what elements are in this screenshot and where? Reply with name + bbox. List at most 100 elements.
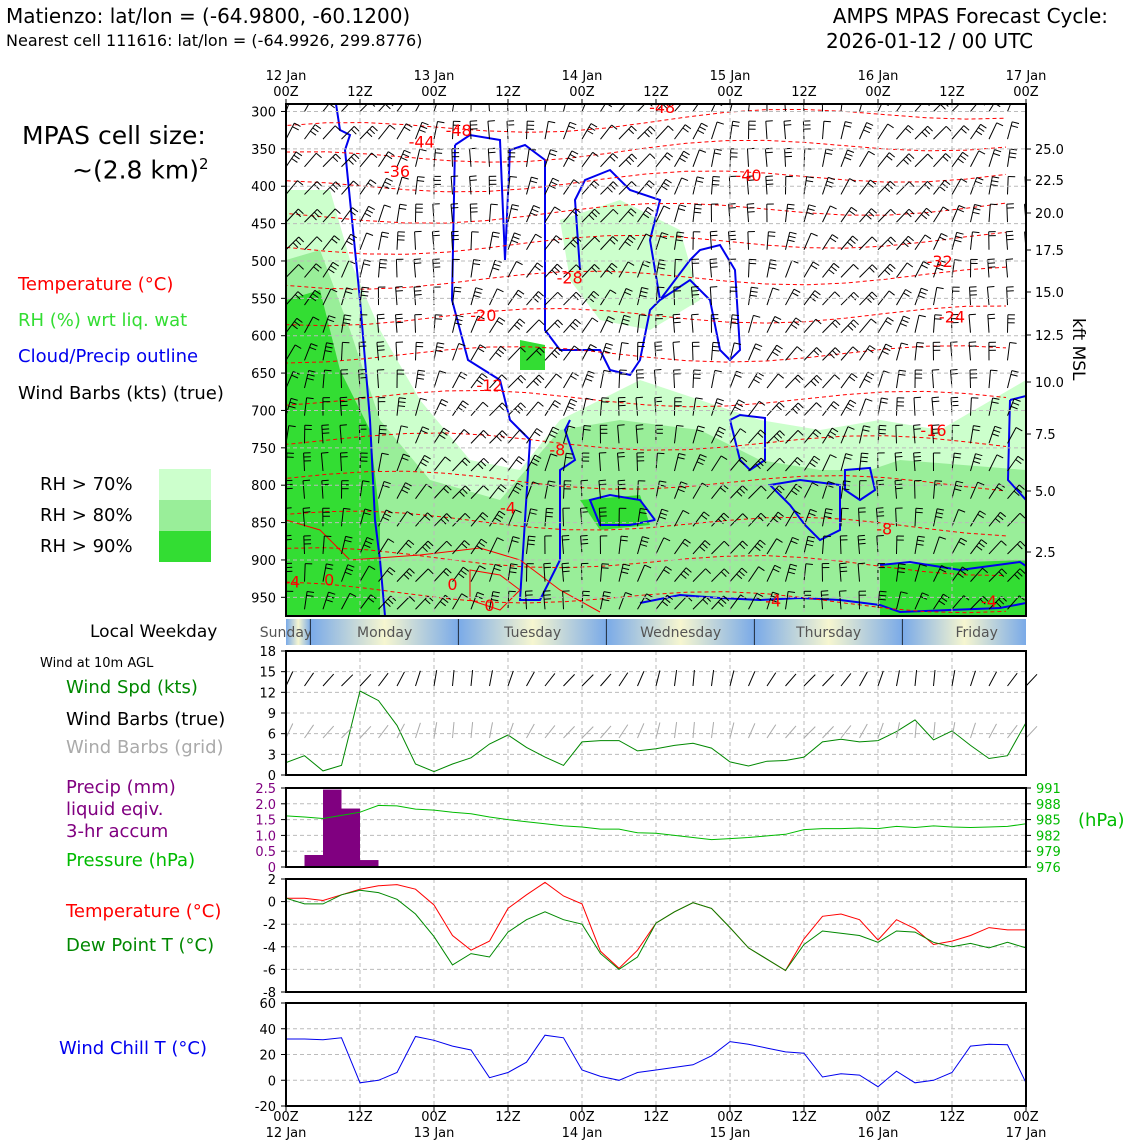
surface-wind-barb (803, 674, 816, 687)
pressure-tick-label: 850 (251, 517, 276, 532)
wind-barb-flag (664, 597, 671, 604)
wind-barb (433, 456, 446, 472)
wind-barb-flag (625, 288, 633, 292)
wind-barb-flag (682, 542, 689, 547)
surface-wind-barb (951, 670, 956, 687)
wind-barb (359, 152, 372, 168)
wind-barb-flag (496, 320, 504, 326)
wind-barb-flag (495, 352, 502, 358)
wind-barb (580, 508, 583, 527)
wind-barb (748, 287, 752, 306)
wind-barb-flag (931, 396, 939, 399)
wind-barb (618, 369, 621, 389)
wind-barb-flag (939, 186, 946, 192)
wind-barb-flag (639, 294, 647, 298)
wind-barb-flag (736, 573, 743, 580)
wind-barb (951, 125, 965, 140)
wind-barb-flag (603, 369, 611, 373)
wind-barb-flag (636, 424, 644, 426)
wind-barb-flag (455, 318, 463, 322)
wind-barb (785, 232, 791, 250)
wind-barb (415, 512, 428, 527)
wind-barb (618, 342, 623, 361)
wind-barb-flag (475, 595, 483, 600)
wind-barb (729, 371, 737, 389)
wind-barb-flag (676, 235, 684, 238)
bottom-time-label: 00Z (273, 1110, 299, 1125)
wind-barb-flag (684, 124, 692, 130)
wind-barb (986, 287, 990, 306)
wind-barb-flag (649, 126, 656, 132)
wind-barb-flag (831, 234, 839, 239)
surface-wind-barb (563, 726, 575, 739)
wind-barb-flag (973, 207, 981, 211)
wind-barb-flag (544, 598, 552, 600)
wind-barb (637, 126, 651, 140)
wind-barb (396, 453, 404, 472)
pressure-label: Pressure (hPa) (66, 850, 196, 871)
wind-barb-flag (621, 322, 629, 326)
wind-barb-flag (956, 231, 964, 235)
wind-barb-flag (795, 405, 801, 412)
wind-barb-flag (789, 231, 797, 235)
wind-barb-flag (340, 400, 348, 403)
wind-barb-flag (496, 435, 502, 442)
wind-barb-flag (608, 266, 616, 272)
wind-barb-flag (1009, 342, 1017, 344)
wind-barb-flag (673, 321, 681, 324)
wind-barb-flag (699, 546, 706, 552)
wind-barb (563, 207, 576, 223)
wind-barb-flag (927, 153, 934, 160)
wind-barb-flag (1029, 315, 1036, 316)
wind-barb (674, 481, 682, 499)
wind-barb-flag (296, 317, 303, 323)
wind-barb-flag (624, 291, 632, 296)
wind-barb (544, 426, 554, 444)
cell-size-exponent: 2 (199, 155, 209, 173)
wind-barb-flag (852, 346, 859, 352)
wind-barb-flag (994, 425, 1002, 429)
wind-barb (1025, 470, 1026, 471)
wind-barb (470, 344, 481, 361)
wind-barb-flag (905, 289, 912, 294)
wind-barb-flag (865, 214, 872, 220)
wind-barb (691, 314, 694, 333)
pressure-axis-tick-label: 982 (1036, 829, 1061, 844)
wind-barb-flag (567, 157, 575, 162)
wind-barb-flag (489, 101, 496, 102)
wind-barb (711, 455, 722, 472)
wind-barb (748, 343, 757, 361)
wind-barb (487, 121, 490, 140)
wind-barb-flag (500, 345, 507, 351)
wind-barb (933, 104, 942, 112)
wind-barb-flag (292, 126, 299, 131)
wind-barb-flag (990, 369, 998, 372)
wind-barb-flag (825, 508, 833, 511)
wind-barb-flag (876, 479, 884, 482)
wind-barb-flag (865, 398, 873, 402)
wind-barb-flag (349, 210, 356, 216)
wind-barb (581, 180, 595, 195)
wind-barb-flag (939, 236, 947, 241)
wind-barb (1006, 204, 1008, 223)
top-date-label: 17 Jan (1006, 69, 1047, 84)
wind-barb-flag (480, 460, 487, 467)
wind-barb (711, 512, 725, 527)
wind-barb (1025, 525, 1026, 527)
wind-barb-flag (583, 428, 591, 431)
wind-barb-flag (916, 543, 924, 546)
pressure-tick-label: 550 (251, 292, 276, 307)
wind-barb-flag (705, 568, 711, 574)
wind-speed-line (285, 690, 1027, 773)
wind-barb-flag (422, 426, 430, 430)
wind-barb (637, 508, 641, 527)
wind-barb (711, 398, 718, 416)
wind-barb-flag (608, 316, 615, 320)
wind-barb-flag (738, 570, 745, 577)
wind-barb (1006, 287, 1008, 306)
wind-barb-flag (710, 266, 718, 268)
wind-barb (711, 149, 716, 167)
wind-barb-flag (663, 537, 671, 542)
temperature-contour (286, 470, 1007, 492)
